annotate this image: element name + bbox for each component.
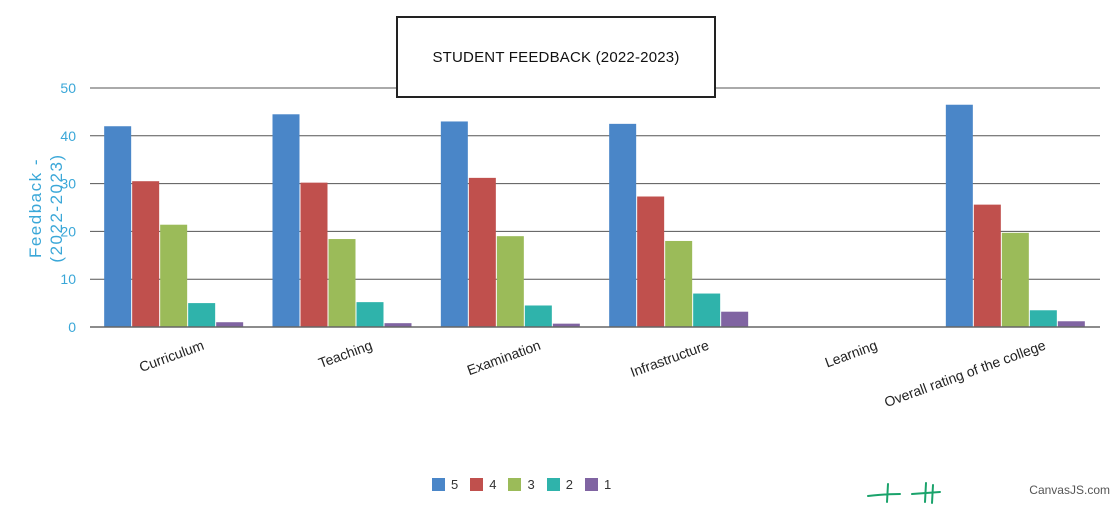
- bar-5-teaching: [272, 114, 300, 327]
- legend-swatch: [584, 478, 598, 491]
- legend-item: 3: [508, 477, 535, 492]
- x-tick-label: Overall rating of the college: [882, 337, 1048, 410]
- y-axis-title: Feedback - (2022-2023): [26, 153, 66, 263]
- y-axis-ticks: 0 10 20 30 40 50: [60, 80, 76, 335]
- bar-4-examination: [468, 177, 496, 327]
- bar-1-overall-rating-of-the-college: [1057, 321, 1085, 327]
- bar-2-teaching: [356, 302, 384, 327]
- bar-2-curriculum: [188, 303, 216, 327]
- bar-3-overall-rating-of-the-college: [1001, 232, 1029, 327]
- legend-item: 4: [470, 477, 496, 492]
- x-tick-label: Curriculum: [137, 337, 206, 375]
- bar-2-infrastructure: [693, 293, 721, 327]
- x-axis-labels: Curriculum Teaching Examination Infrastruct…: [137, 337, 1048, 410]
- legend-label: 2: [565, 477, 573, 492]
- y-tick-label: 30: [60, 176, 76, 192]
- handwritten-signature: [867, 482, 941, 504]
- x-tick-label: Teaching: [316, 337, 374, 371]
- y-tick-label: 0: [68, 319, 76, 335]
- credit-text: CanvasJS.com: [1029, 483, 1110, 497]
- bar-3-curriculum: [160, 224, 188, 327]
- bar-4-overall-rating-of-the-college: [973, 204, 1001, 327]
- legend-item: 1: [584, 477, 612, 492]
- x-tick-label: Learning: [823, 337, 880, 371]
- legend-item: 5: [432, 477, 458, 492]
- bar-1-teaching: [384, 323, 412, 327]
- bar-1-curriculum: [216, 322, 244, 327]
- bar-3-examination: [496, 236, 524, 327]
- chart-title: STUDENT FEEDBACK (2022-2023): [396, 16, 716, 98]
- bar-3-infrastructure: [665, 240, 693, 327]
- bar-5-infrastructure: [609, 123, 637, 327]
- legend-swatch: [508, 478, 522, 491]
- legend-swatch: [470, 478, 484, 491]
- legend: 5 4 3 2 1: [432, 477, 611, 492]
- bar-5-examination: [440, 121, 468, 328]
- bar-5-curriculum: [104, 126, 132, 328]
- y-tick-label: 20: [60, 223, 76, 239]
- y-tick-label: 40: [60, 128, 76, 144]
- bar-2-overall-rating-of-the-college: [1029, 310, 1057, 327]
- legend-label: 1: [603, 477, 612, 492]
- bar-2-examination: [524, 305, 552, 327]
- bars: [104, 104, 1085, 328]
- bar-1-infrastructure: [721, 311, 749, 327]
- bar-5-overall-rating-of-the-college: [945, 104, 973, 327]
- legend-swatch: [546, 478, 560, 491]
- x-tick-label: Examination: [465, 337, 543, 378]
- legend-label: 5: [451, 477, 459, 492]
- bar-3-teaching: [328, 239, 356, 327]
- legend-swatch: [432, 478, 445, 491]
- legend-label: 3: [527, 477, 535, 492]
- y-tick-label: 50: [60, 80, 76, 96]
- bar-4-teaching: [300, 182, 328, 327]
- y-tick-label: 10: [60, 271, 76, 287]
- legend-item: 2: [546, 477, 573, 492]
- bar-1-examination: [552, 323, 580, 327]
- bar-4-curriculum: [132, 181, 160, 327]
- x-tick-label: Infrastructure: [628, 337, 711, 380]
- legend-label: 4: [489, 477, 497, 492]
- bar-4-infrastructure: [637, 196, 665, 327]
